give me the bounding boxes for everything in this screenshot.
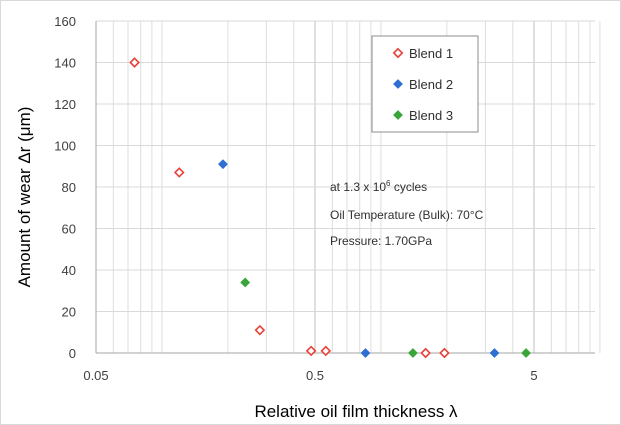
legend-marker — [393, 110, 403, 120]
data-point — [489, 348, 500, 358]
x-tick-label: 5 — [530, 368, 537, 383]
y-tick-label: 100 — [54, 139, 76, 154]
y-axis-title: Amount of wear Δr (μm) — [15, 107, 34, 288]
y-tick-label: 160 — [54, 14, 76, 29]
y-tick-label: 80 — [62, 180, 76, 195]
data-point — [305, 345, 317, 357]
y-tick-label: 20 — [62, 305, 76, 320]
data-point — [173, 167, 185, 178]
x-tick-label: 0.05 — [83, 368, 108, 383]
legend-marker — [393, 79, 403, 89]
legend: Blend 1 Blend 2 Blend 3 — [371, 35, 479, 133]
data-point — [360, 348, 371, 358]
y-tick-label: 120 — [54, 97, 76, 112]
data-points — [129, 57, 531, 359]
data-point — [521, 348, 531, 358]
y-tick-label: 40 — [62, 263, 76, 278]
data-point — [408, 348, 418, 358]
data-point — [439, 347, 450, 359]
y-tick-label: 60 — [62, 222, 76, 237]
legend-label: Blend 2 — [409, 77, 453, 92]
data-point — [218, 159, 228, 170]
annotation-pressure: Pressure: 1.70GPa — [330, 234, 432, 248]
annotation-cycles: at 1.3 x 106 cycles — [330, 179, 427, 194]
annotation-block: at 1.3 x 106 cycles Oil Temperature (Bul… — [330, 179, 484, 248]
data-point — [420, 347, 431, 359]
x-tick-label: 0.5 — [306, 368, 324, 383]
legend-label: Blend 3 — [409, 108, 453, 123]
legend-label: Blend 1 — [409, 46, 453, 61]
axes: 0.05 0.5 5 0 20 40 60 80 100 120 140 160 — [54, 14, 595, 383]
data-point — [240, 277, 251, 288]
y-tick-label: 0 — [69, 346, 76, 361]
y-tick-label: 140 — [54, 56, 76, 71]
data-point — [129, 57, 140, 68]
data-point — [320, 345, 332, 357]
legend-box — [371, 35, 479, 133]
x-axis-title: Relative oil film thickness λ — [254, 402, 458, 421]
data-point — [254, 324, 266, 336]
annotation-oil-temperature: Oil Temperature (Bulk): 70°C — [330, 208, 484, 222]
legend-marker — [392, 47, 404, 59]
